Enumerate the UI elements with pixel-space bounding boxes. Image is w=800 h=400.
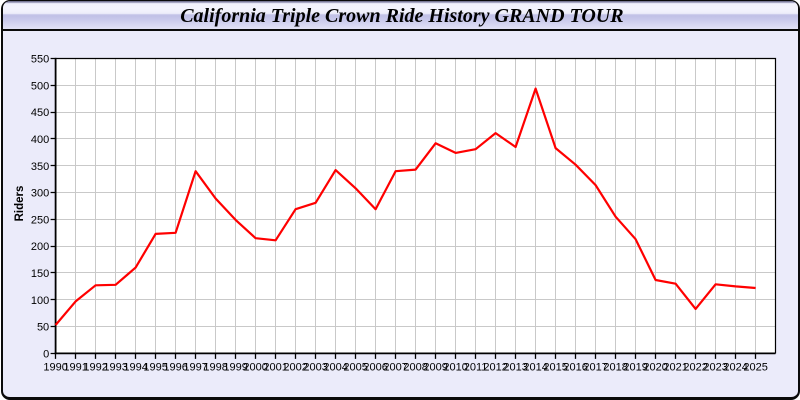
svg-text:2007: 2007 (383, 361, 407, 373)
svg-text:2003: 2003 (303, 361, 327, 373)
svg-text:450: 450 (31, 107, 49, 119)
svg-text:2017: 2017 (583, 361, 607, 373)
svg-text:1996: 1996 (163, 361, 187, 373)
svg-text:150: 150 (31, 268, 49, 280)
svg-text:2021: 2021 (663, 361, 687, 373)
svg-text:1992: 1992 (83, 361, 107, 373)
svg-text:2019: 2019 (623, 361, 647, 373)
svg-text:1993: 1993 (103, 361, 127, 373)
svg-text:2002: 2002 (283, 361, 307, 373)
svg-text:1994: 1994 (123, 361, 147, 373)
svg-text:2010: 2010 (443, 361, 467, 373)
svg-text:2023: 2023 (703, 361, 727, 373)
svg-text:2004: 2004 (323, 361, 347, 373)
svg-text:2020: 2020 (643, 361, 667, 373)
svg-text:2015: 2015 (543, 361, 567, 373)
svg-text:550: 550 (31, 54, 49, 66)
svg-text:2006: 2006 (363, 361, 387, 373)
svg-text:250: 250 (31, 214, 49, 226)
svg-text:2025: 2025 (743, 361, 767, 373)
svg-text:2022: 2022 (683, 361, 707, 373)
svg-text:1990: 1990 (43, 361, 67, 373)
svg-text:50: 50 (37, 322, 49, 334)
svg-text:2014: 2014 (523, 361, 547, 373)
svg-text:300: 300 (31, 188, 49, 200)
svg-text:350: 350 (31, 161, 49, 173)
svg-text:2024: 2024 (723, 361, 747, 373)
svg-text:Riders: Riders (14, 186, 26, 222)
svg-text:2016: 2016 (563, 361, 587, 373)
svg-text:2013: 2013 (503, 361, 527, 373)
svg-text:1999: 1999 (223, 361, 247, 373)
svg-text:1991: 1991 (63, 361, 87, 373)
svg-text:1997: 1997 (183, 361, 207, 373)
svg-text:100: 100 (31, 295, 49, 307)
svg-text:2000: 2000 (243, 361, 267, 373)
svg-text:2018: 2018 (603, 361, 627, 373)
svg-text:2011: 2011 (464, 361, 488, 373)
svg-text:1998: 1998 (203, 361, 227, 373)
svg-text:2009: 2009 (423, 361, 447, 373)
svg-text:200: 200 (31, 241, 49, 253)
svg-text:2012: 2012 (483, 361, 507, 373)
svg-text:2008: 2008 (403, 361, 427, 373)
svg-text:2001: 2001 (263, 361, 287, 373)
svg-text:2005: 2005 (343, 361, 367, 373)
svg-text:0: 0 (43, 348, 49, 360)
svg-text:1995: 1995 (143, 361, 167, 373)
svg-text:500: 500 (31, 80, 49, 92)
svg-text:400: 400 (31, 134, 49, 146)
